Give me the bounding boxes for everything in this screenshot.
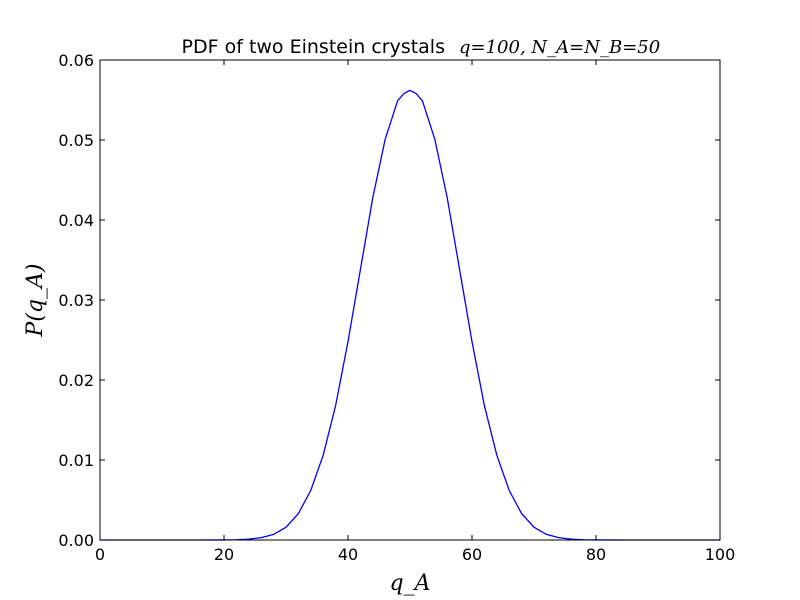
y-tick-label: 0.06 [58,51,94,70]
y-axis-label: P(q_A) [23,264,48,338]
plot-frame [99,59,721,541]
y-tick-label: 0.00 [58,531,94,550]
x-tick-label: 40 [338,545,358,564]
x-tick-label: 20 [214,545,234,564]
y-tick-label: 0.02 [58,371,94,390]
x-tick-label: 60 [462,545,482,564]
chart-subtitle: q=100, N_A=N_B=50 [459,37,660,58]
chart-title: PDF of two Einstein crystals [182,36,445,58]
x-tick-label: 100 [705,545,736,564]
y-tick-label: 0.05 [58,131,94,150]
tick-layer [99,59,721,541]
title-group: PDF of two Einstein crystals q=100, N_A=… [182,36,661,58]
tick-label-layer: 0 20 40 60 80 100 0.00 0.01 0.02 0.03 0.04 0.05 0.06 [58,51,735,564]
series-line [100,89,720,541]
y-tick-label: 0.01 [58,451,94,470]
x-tick-label: 80 [586,545,606,564]
y-tick-label: 0.04 [58,211,94,230]
x-tick-label: 0 [95,545,105,564]
y-tick-label: 0.03 [58,291,94,310]
x-axis-label: q_A [390,571,431,596]
